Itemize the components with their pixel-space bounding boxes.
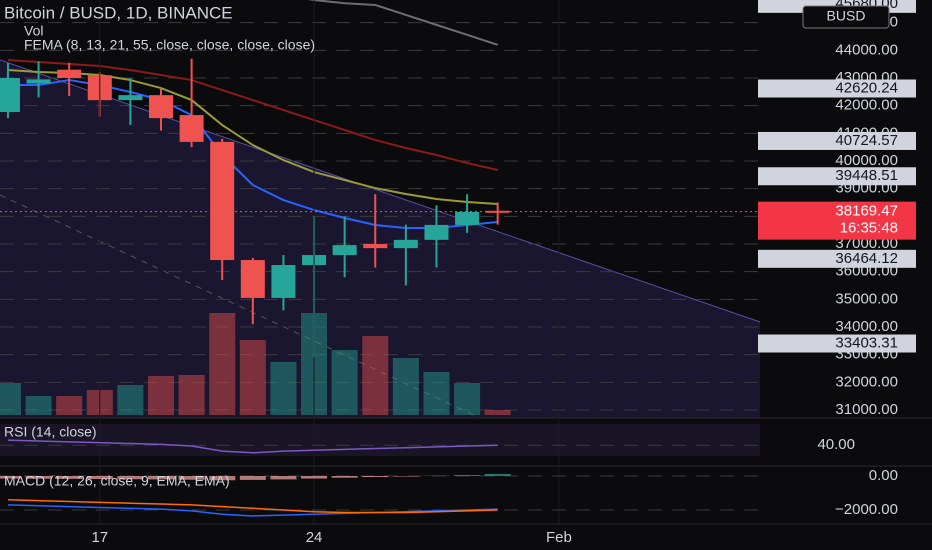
macd-hist-bar: [209, 476, 236, 481]
x-tick-label: 24: [306, 529, 323, 546]
candle-body: [210, 141, 235, 261]
candle-body: [26, 79, 51, 84]
candle-body: [118, 95, 143, 101]
macd-tick-label: −2000.00: [835, 501, 898, 518]
volume-bar: [56, 396, 83, 415]
y-tick-label: 44000.00: [835, 41, 898, 58]
volume-bar: [0, 383, 21, 415]
candle-body: [148, 95, 173, 119]
ema-line: [307, 0, 498, 46]
candle-body: [455, 211, 480, 225]
y-tick-label: 40000.00: [835, 152, 898, 169]
rsi-line: [7, 439, 498, 454]
regression-channel: [0, 60, 760, 418]
last-price-marker: [758, 201, 916, 240]
macd-tick-label: 0.00: [869, 467, 898, 484]
x-tick-label: Feb: [546, 529, 572, 546]
ema-label: FEMA (8, 13, 21, 55, close, close, close…: [24, 37, 315, 53]
currency-box[interactable]: [802, 5, 890, 29]
volume-bar: [392, 358, 419, 415]
candle-body: [179, 115, 204, 142]
macd-hist-bar: [147, 476, 174, 480]
macd-hist-bar: [178, 476, 205, 480]
volume-bar: [147, 376, 174, 415]
macd-hist-bar: [392, 476, 419, 477]
volume-bar: [270, 362, 297, 415]
plot-layer: 31000.0032000.0033000.0034000.0035000.00…: [0, 0, 916, 546]
price-marker: [758, 249, 916, 268]
macd-line: [7, 499, 498, 514]
macd-hist-bar: [239, 476, 266, 480]
rsi-tick-label: 40.00: [817, 436, 855, 453]
countdown: 16:35:48: [840, 220, 898, 237]
x-tick-label: 17: [91, 529, 108, 546]
rsi-band: [0, 424, 760, 456]
y-tick-label: 35000.00: [835, 290, 898, 307]
price-marker-label: 36464.12: [835, 250, 898, 267]
currency[interactable]: BUSD: [827, 8, 866, 24]
price-marker-label: 39448.51: [835, 167, 898, 184]
candle-body: [332, 245, 357, 256]
channel-mid: [0, 194, 481, 419]
macd-hist-bar: [301, 476, 328, 479]
volume-bar: [331, 350, 358, 415]
volume-bar: [423, 372, 450, 415]
candle-body: [424, 224, 449, 240]
volume-label: Vol: [24, 23, 43, 39]
macd-hist-bar: [25, 476, 52, 479]
macd-hist-bar: [0, 476, 21, 479]
volume-bar: [25, 396, 52, 415]
volume-bar: [362, 336, 389, 415]
macd-label: MACD (12, 26, close, 9, EMA, EMA): [4, 473, 230, 489]
volume-bar: [239, 340, 266, 415]
rsi-label: RSI (14, close): [4, 424, 97, 440]
price-marker: [758, 334, 916, 353]
macd-hist-bar: [86, 476, 113, 480]
macd-hist-bar: [56, 476, 83, 479]
price-marker-label: 40724.57: [835, 132, 898, 149]
channel-edge: [0, 59, 761, 323]
last-price-label: 38169.47: [835, 203, 898, 220]
macd-hist-bar: [362, 476, 389, 478]
macd-hist-bar: [454, 474, 481, 476]
volume-bar: [454, 383, 481, 415]
candle-body: [363, 243, 388, 249]
candle-body: [271, 265, 296, 298]
volume-bar: [209, 313, 236, 415]
price-marker: [758, 79, 916, 98]
volume-bar: [117, 385, 144, 415]
candle-body: [393, 239, 418, 249]
volume-bar: [178, 375, 205, 415]
price-marker: [758, 131, 916, 150]
ema-line: [7, 69, 498, 206]
y-tick-label: 31000.00: [835, 401, 898, 418]
macd-line: [7, 504, 498, 517]
chart-title: Bitcoin / BUSD, 1D, BINANCE: [4, 3, 233, 22]
candle-body: [0, 77, 20, 113]
price-marker-label: 42620.24: [835, 79, 898, 96]
macd-hist-bar: [270, 476, 297, 480]
y-tick-label: 42000.00: [835, 97, 898, 114]
candle-body: [485, 210, 510, 213]
candle-body: [57, 69, 82, 78]
y-tick-label: 32000.00: [835, 373, 898, 390]
macd-hist-bar: [484, 473, 511, 476]
ema-line: [7, 59, 498, 171]
macd-hist-bar: [117, 476, 144, 480]
volume-bar: [484, 410, 511, 415]
price-marker: [758, 167, 916, 186]
macd-hist-bar: [331, 476, 358, 478]
y-tick-label: 34000.00: [835, 318, 898, 335]
price-marker-label: 33403.31: [835, 334, 898, 351]
candle-body: [240, 260, 265, 298]
